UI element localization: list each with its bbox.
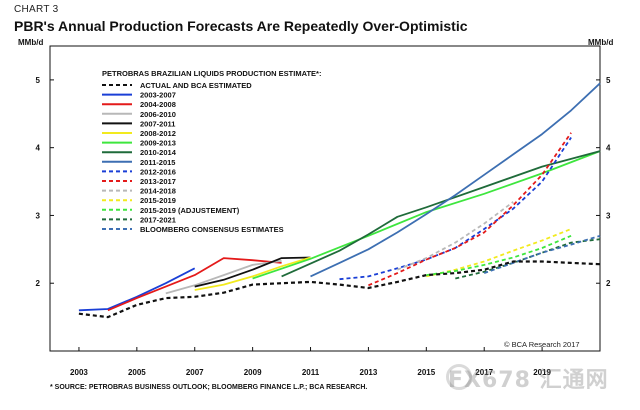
series-line-actual-and-bca-estimated bbox=[78, 260, 601, 319]
legend: PETROBRAS BRAZILIAN LIQUIDS PRODUCTION E… bbox=[102, 69, 321, 234]
series-line-bloomberg-consensus-estimates bbox=[483, 234, 601, 274]
series-line-2010-2014 bbox=[281, 150, 601, 278]
legend-label: 2017-2021 bbox=[140, 215, 176, 224]
x-tick-label: 2005 bbox=[128, 368, 146, 377]
legend-label: 2015-2019 bbox=[140, 196, 176, 205]
x-tick-label: 2009 bbox=[244, 368, 262, 377]
x-tick-label: 2015 bbox=[417, 368, 435, 377]
axis-ticks: 2003 2005 2007 2009 2011 2013 2015 2017 2019 2 2 3 3… bbox=[36, 76, 611, 377]
y-tick-label-right: 4 bbox=[606, 144, 611, 153]
chart-label: CHART 3 bbox=[14, 4, 59, 15]
legend-title: PETROBRAS BRAZILIAN LIQUIDS PRODUCTION E… bbox=[102, 69, 321, 78]
series-line-2008-2012 bbox=[194, 256, 311, 291]
x-tick-label: 2003 bbox=[70, 368, 88, 377]
legend-label: 2011-2015 bbox=[140, 158, 175, 167]
series-line-2014-2018 bbox=[397, 201, 514, 271]
y-axis-unit-right: MMb/d bbox=[588, 38, 614, 47]
x-tick-label: 2019 bbox=[533, 368, 551, 377]
series-line-2006-2010 bbox=[165, 260, 282, 295]
series-line-2013-2017 bbox=[368, 132, 572, 287]
legend-label: 2010-2014 bbox=[140, 148, 177, 157]
x-tick-label: 2011 bbox=[302, 368, 320, 377]
chart-title: PBR's Annual Production Forecasts Are Re… bbox=[14, 18, 468, 34]
legend-label: 2008-2012 bbox=[140, 129, 176, 138]
legend-label: 2007-2011 bbox=[140, 119, 175, 128]
y-tick-label-right: 2 bbox=[606, 279, 611, 288]
series-line-2004-2008 bbox=[107, 257, 282, 312]
copyright-note: © BCA Research 2017 bbox=[504, 340, 580, 349]
y-tick-label-left: 2 bbox=[36, 279, 41, 288]
legend-label: 2009-2013 bbox=[140, 139, 176, 148]
y-tick-label-left: 4 bbox=[36, 144, 41, 153]
series-line-2015-2019-adjustement- bbox=[426, 234, 572, 276]
legend-label: 2006-2010 bbox=[140, 110, 176, 119]
plot-frame bbox=[49, 45, 601, 352]
legend-label: 2014-2018 bbox=[140, 187, 176, 196]
legend-label: 2004-2008 bbox=[140, 100, 176, 109]
series-line-2003-2007 bbox=[78, 267, 196, 312]
legend-label: 2012-2016 bbox=[140, 167, 176, 176]
y-tick-label-right: 5 bbox=[606, 76, 611, 85]
watermark-logo-icon bbox=[446, 364, 472, 390]
series-layer bbox=[78, 82, 601, 319]
series-line-2007-2011 bbox=[194, 256, 311, 288]
series-line-2017-2021 bbox=[455, 238, 601, 280]
x-tick-label: 2013 bbox=[360, 368, 378, 377]
legend-label: 2003-2007 bbox=[140, 91, 176, 100]
x-tick-label: 2007 bbox=[186, 368, 204, 377]
legend-label: 2015-2019 (ADJUSTEMENT) bbox=[140, 206, 240, 215]
series-line-2011-2015 bbox=[310, 82, 601, 278]
legend-label: ACTUAL AND BCA ESTIMATED bbox=[140, 81, 252, 90]
series-line-2015-2019 bbox=[426, 228, 572, 278]
legend-label: 2013-2017 bbox=[140, 177, 176, 186]
y-tick-label-right: 3 bbox=[606, 211, 611, 220]
y-tick-label-left: 3 bbox=[36, 211, 41, 220]
source-note: * SOURCE: PETROBRAS BUSINESS OUTLOOK; BL… bbox=[50, 384, 368, 391]
watermark-text: FX678 汇通网 bbox=[448, 368, 609, 393]
series-line-2012-2016 bbox=[339, 137, 572, 281]
x-tick-label: 2017 bbox=[475, 368, 493, 377]
legend-label: BLOOMBERG CONSENSUS ESTIMATES bbox=[140, 225, 284, 234]
y-tick-label-left: 5 bbox=[36, 76, 41, 85]
y-axis-unit-left: MMb/d bbox=[18, 38, 44, 47]
